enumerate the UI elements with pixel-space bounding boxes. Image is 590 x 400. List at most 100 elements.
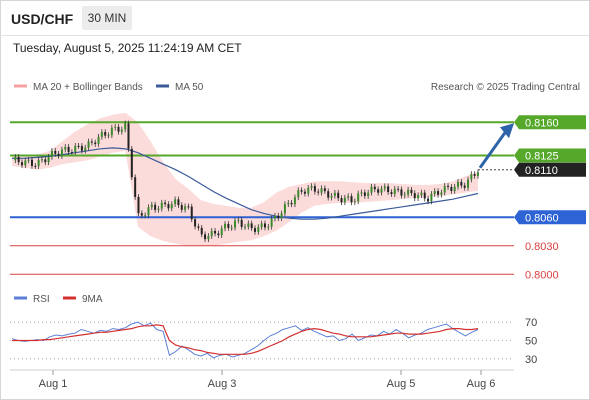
candle-body <box>117 126 120 132</box>
candle-body <box>297 190 300 198</box>
candle-body <box>74 145 77 153</box>
candle-body <box>290 202 293 205</box>
candle-body <box>433 191 436 194</box>
candle-body <box>70 152 73 154</box>
candle-body <box>200 227 203 235</box>
level-tag-3 <box>514 210 586 225</box>
candle-body <box>187 206 190 208</box>
candle-body <box>393 188 396 195</box>
candle-body <box>60 149 63 156</box>
rsi-tick-0: 70 <box>525 317 537 329</box>
candle-body <box>30 159 33 166</box>
candle-body <box>260 223 263 228</box>
candle-body <box>427 198 430 202</box>
candle-body <box>67 146 70 153</box>
candle-body <box>353 201 356 203</box>
candle-body <box>57 153 60 156</box>
candle-body <box>100 132 103 137</box>
candle-body <box>383 186 386 189</box>
candle-body <box>307 187 310 194</box>
candle-body <box>317 191 320 193</box>
level-label-0: 0.8160 <box>525 117 559 129</box>
candle-body <box>287 202 290 205</box>
candle-body <box>104 132 107 136</box>
timeframe-button[interactable]: 30 MIN <box>82 6 132 30</box>
forecast-arrowhead <box>500 123 514 139</box>
candle-body <box>27 159 30 161</box>
candle-body <box>137 197 140 214</box>
candle-body <box>440 192 443 195</box>
candle-body <box>263 223 266 228</box>
candle-body <box>447 185 450 187</box>
candle-body <box>343 197 346 203</box>
candle-body <box>347 196 350 198</box>
candle-body <box>40 159 43 161</box>
candle-body <box>147 207 150 216</box>
candle-body <box>363 192 366 196</box>
candle-body <box>130 148 133 178</box>
candle-body <box>410 189 413 194</box>
x-tick-label-2: Aug 5 <box>387 378 416 390</box>
candle-body <box>17 156 20 163</box>
candle-body <box>210 230 213 236</box>
candle-body <box>380 188 383 193</box>
candle-body <box>293 197 296 205</box>
candle-body <box>220 228 223 236</box>
candle-body <box>167 204 170 209</box>
candle-body <box>227 223 230 228</box>
candle-body <box>340 198 343 203</box>
candle-body <box>397 188 400 190</box>
candle-body <box>450 186 453 191</box>
legend-bollinger: MA 20 + Bollinger Bands <box>33 82 143 93</box>
candle-body <box>323 188 326 192</box>
candle-body <box>423 192 426 199</box>
candle-body <box>230 227 233 229</box>
level-tag-0 <box>514 115 586 130</box>
level-label-1: 0.8125 <box>525 151 559 163</box>
credit-text: Research © 2025 Trading Central <box>431 82 580 93</box>
candle-body <box>110 127 113 136</box>
candle-body <box>257 227 260 232</box>
candle-body <box>234 220 237 228</box>
candle-body <box>333 192 336 196</box>
candle-body <box>184 206 187 210</box>
candle-body <box>87 141 90 148</box>
candle-body <box>164 202 167 205</box>
rsi-ma-line <box>12 324 479 355</box>
candle-body <box>97 136 100 145</box>
candle-body <box>134 177 137 198</box>
candle-body <box>120 129 123 132</box>
x-tick-label-1: Aug 3 <box>208 378 237 390</box>
candle-body <box>50 150 53 157</box>
candle-body <box>47 156 50 163</box>
ma50-line <box>12 147 479 220</box>
candle-body <box>160 202 163 209</box>
candle-body <box>377 189 380 193</box>
rsi-tick-2: 30 <box>525 354 537 366</box>
candle-body <box>310 186 313 188</box>
candle-body <box>303 191 306 194</box>
candle-body <box>174 199 177 205</box>
x-tick-label-0: Aug 1 <box>39 378 68 390</box>
candle-body <box>477 172 479 176</box>
candle-body <box>357 193 360 202</box>
candle-body <box>20 162 23 166</box>
candle-body <box>114 126 117 128</box>
legend-ma50: MA 50 <box>175 82 204 93</box>
candle-body <box>14 156 17 161</box>
candle-body <box>373 186 376 190</box>
rsi-tick-1: 50 <box>525 336 537 348</box>
candle-body <box>197 226 200 228</box>
chart-header: USD/CHF 30 MIN <box>0 0 590 36</box>
candle-body <box>44 159 47 163</box>
candle-body <box>154 204 157 210</box>
candle-body <box>413 193 416 199</box>
candle-body <box>94 142 97 145</box>
candle-body <box>300 190 303 192</box>
candle-body <box>244 226 246 228</box>
candle-body <box>453 186 456 191</box>
rsi-line <box>11 321 479 359</box>
candle-body <box>267 226 270 228</box>
symbol-title: USD/CHF <box>11 11 74 27</box>
